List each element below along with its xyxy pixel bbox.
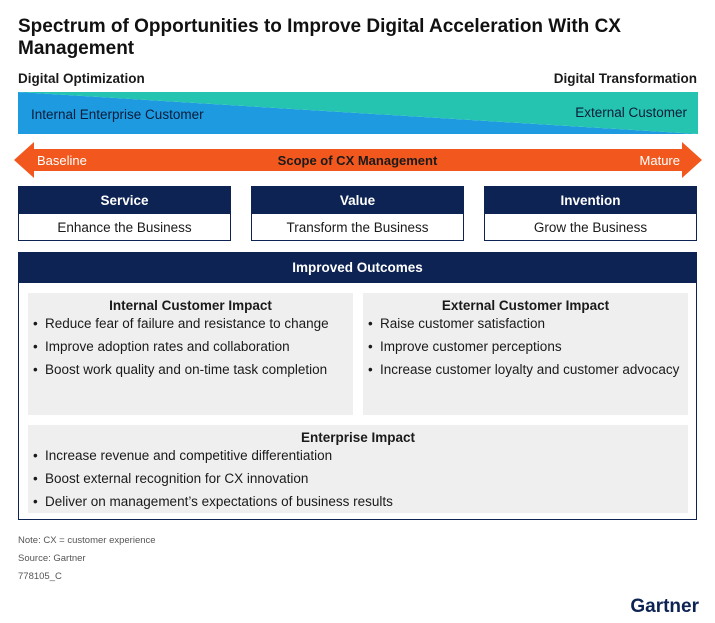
internal-impact-title: Internal Customer Impact	[109, 298, 272, 313]
baseline-label: Baseline	[37, 153, 87, 168]
mature-label: Mature	[639, 153, 680, 168]
invention-heading: Invention	[485, 187, 696, 214]
value-text: Transform the Business	[286, 220, 429, 235]
external-impact-title: External Customer Impact	[441, 298, 610, 313]
list-item: Increase revenue and competitive differe…	[33, 447, 688, 464]
list-item: Boost work quality and on-time task comp…	[33, 361, 353, 378]
digital-transformation-label: Digital Transformation	[553, 71, 697, 86]
value-heading: Value	[252, 187, 463, 214]
footnote: Note: CX = customer experience	[18, 535, 156, 546]
list-item: Improve customer perceptions	[368, 338, 688, 355]
enterprise-impact-title: Enterprise Impact	[300, 430, 416, 445]
service-text: Enhance the Business	[57, 220, 192, 235]
invention-box: Invention Grow the Business	[484, 186, 697, 241]
external-customer-wedge	[18, 92, 698, 134]
scope-label: Scope of CX Management	[277, 153, 438, 168]
list-item: Reduce fear of failure and resistance to…	[33, 315, 353, 332]
service-heading: Service	[19, 187, 230, 214]
diagram-title: Spectrum of Opportunities to Improve Dig…	[18, 16, 621, 59]
internal-impact-panel: Internal Customer Impact Reduce fear of …	[28, 293, 353, 415]
list-item: Increase customer loyalty and customer a…	[368, 361, 688, 378]
scope-double-arrow	[14, 142, 702, 178]
list-item: Boost external recognition for CX innova…	[33, 470, 688, 487]
list-item: Raise customer satisfaction	[368, 315, 688, 332]
figure-id: 778105_C	[18, 571, 62, 582]
external-impact-panel: External Customer Impact Raise customer …	[363, 293, 688, 415]
list-item: Deliver on management’s expectations of …	[33, 493, 688, 510]
improved-outcomes-box: Improved Outcomes Internal Customer Impa…	[18, 252, 697, 520]
improved-outcomes-heading: Improved Outcomes	[19, 253, 696, 283]
customer-spectrum-wedge	[18, 92, 698, 134]
digital-optimization-label: Digital Optimization	[18, 71, 145, 86]
external-customer-label: External Customer	[575, 105, 687, 120]
value-box: Value Transform the Business	[251, 186, 464, 241]
gartner-logo: Gartner	[630, 596, 699, 617]
source-note: Source: Gartner	[18, 553, 86, 564]
internal-customer-label: Internal Enterprise Customer	[31, 107, 204, 122]
invention-text: Grow the Business	[533, 220, 648, 235]
enterprise-impact-panel: Enterprise Impact Increase revenue and c…	[28, 425, 688, 513]
list-item: Improve adoption rates and collaboration	[33, 338, 353, 355]
service-box: Service Enhance the Business	[18, 186, 231, 241]
